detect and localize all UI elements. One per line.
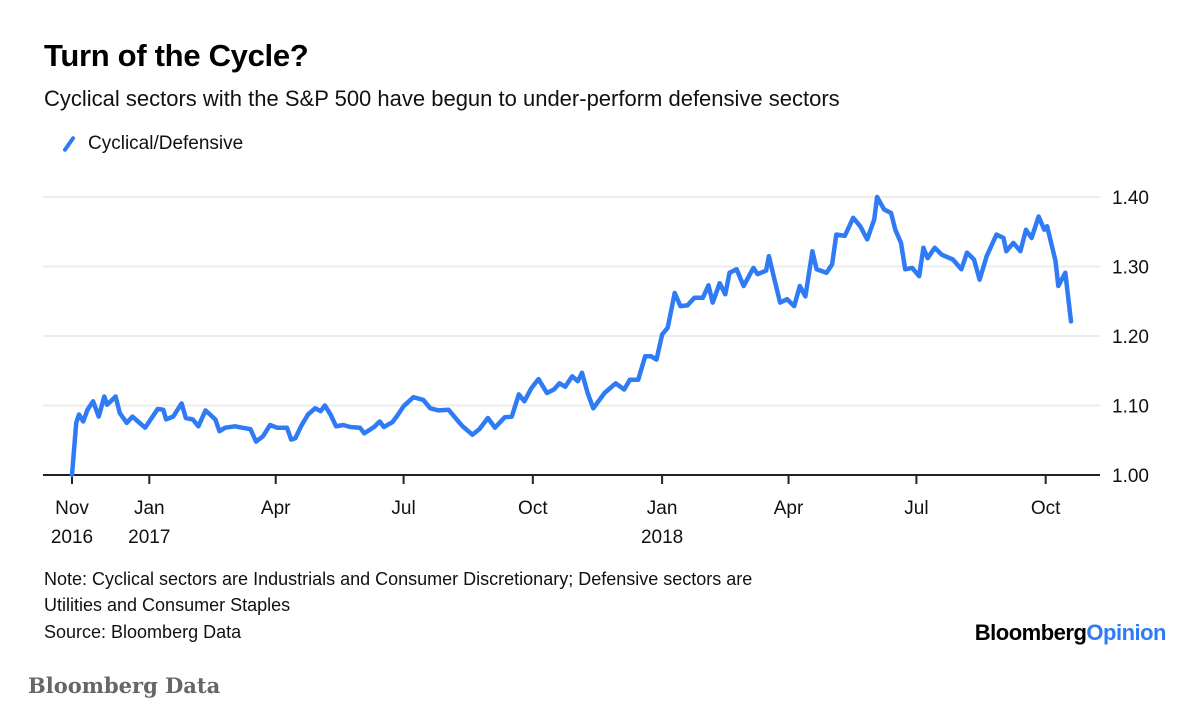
- credit-text: Bloomberg Data: [28, 673, 221, 698]
- bloomberg-opinion-logo: BloombergOpinion: [974, 620, 1167, 646]
- series-line-cyclical-defensive: [69, 194, 1074, 478]
- x-tick-label: Jul: [904, 498, 928, 519]
- x-tick-year-label: 2017: [128, 527, 170, 548]
- y-tick-label: 1.40: [1112, 188, 1149, 209]
- x-tick-label: Oct: [1031, 498, 1061, 519]
- logo-opinion: Opinion: [1086, 620, 1166, 645]
- x-tick-year-label: 2018: [641, 527, 683, 548]
- note-line-2: Utilities and Consumer Staples: [44, 595, 291, 615]
- line-chart: 1.00 1.10 1.20 1.30 1.40 Nov 2016 Jan 2017 Apr Ju…: [43, 188, 1149, 548]
- y-tick-label: 1.30: [1112, 258, 1149, 279]
- x-tick-label: Apr: [774, 498, 804, 519]
- x-tick-label: Jul: [391, 498, 415, 519]
- chart-title: Turn of the Cycle?: [44, 38, 309, 73]
- legend-label: Cyclical/Defensive: [88, 133, 244, 154]
- x-tick-label: Apr: [261, 498, 291, 519]
- logo-bloomberg: Bloomberg: [974, 620, 1087, 645]
- y-tick-label: 1.00: [1112, 466, 1149, 487]
- x-tick-label: Nov: [55, 498, 89, 519]
- y-tick-label: 1.10: [1112, 397, 1149, 418]
- x-tick-label: Jan: [647, 498, 678, 519]
- y-tick-label: 1.20: [1112, 327, 1149, 348]
- source-note: Source: Bloomberg Data: [44, 622, 242, 642]
- chart-subtitle: Cyclical sectors with the S&P 500 have b…: [44, 86, 840, 111]
- x-tick-label: Jan: [134, 498, 165, 519]
- x-tick-label: Oct: [518, 498, 548, 519]
- x-tick-year-label: 2016: [51, 527, 93, 548]
- legend: Cyclical/Defensive: [60, 133, 243, 155]
- note-line-1: Note: Cyclical sectors are Industrials a…: [44, 569, 753, 589]
